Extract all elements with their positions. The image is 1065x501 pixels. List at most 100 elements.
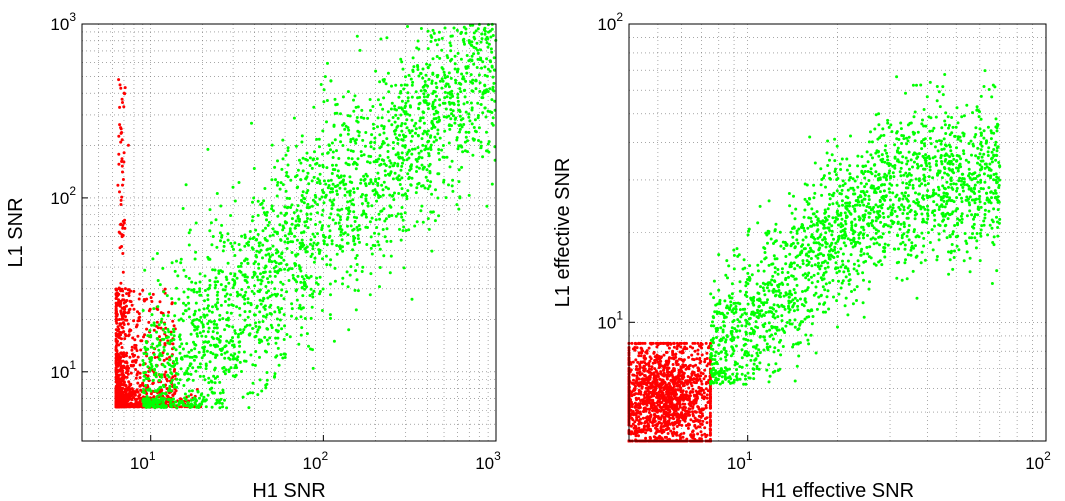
scatter-point-series-1 bbox=[164, 370, 168, 374]
scatter-point-series-2 bbox=[232, 343, 236, 347]
scatter-point-series-1 bbox=[662, 353, 666, 357]
scatter-point-series-2 bbox=[202, 307, 206, 311]
scatter-point-series-2 bbox=[487, 42, 491, 46]
scatter-point-series-2 bbox=[270, 280, 274, 284]
scatter-point-series-2 bbox=[243, 233, 247, 237]
scatter-point-series-1 bbox=[670, 405, 674, 408]
scatter-point-series-2 bbox=[222, 370, 226, 374]
scatter-point-series-2 bbox=[213, 319, 216, 323]
scatter-point-series-2 bbox=[163, 322, 167, 326]
scatter-point-series-2 bbox=[142, 374, 146, 378]
scatter-point-series-1 bbox=[123, 405, 127, 409]
scatter-point-series-2 bbox=[264, 386, 268, 390]
scatter-point-series-2 bbox=[177, 381, 181, 385]
scatter-point-series-2 bbox=[405, 118, 409, 122]
scatter-point-series-1 bbox=[655, 371, 659, 374]
scatter-point-series-2 bbox=[215, 331, 219, 335]
scatter-point-series-2 bbox=[372, 147, 376, 151]
scatter-point-series-2 bbox=[416, 182, 420, 186]
scatter-point-series-2 bbox=[360, 202, 364, 206]
scatter-point-series-1 bbox=[119, 359, 123, 363]
scatter-point-series-1 bbox=[656, 360, 660, 364]
scatter-point-series-2 bbox=[374, 218, 378, 222]
scatter-point-series-1 bbox=[124, 366, 128, 370]
scatter-point-series-1 bbox=[684, 367, 688, 371]
scatter-point-series-2 bbox=[221, 405, 225, 409]
scatter-point-series-2 bbox=[313, 150, 316, 154]
scatter-point-series-2 bbox=[415, 186, 419, 190]
scatter-point-series-1 bbox=[172, 369, 176, 373]
scatter-point-series-2 bbox=[316, 177, 320, 181]
scatter-point-series-1 bbox=[122, 390, 125, 394]
scatter-point-series-2 bbox=[448, 165, 452, 169]
scatter-point-series-2 bbox=[449, 108, 453, 112]
scatter-point-series-1 bbox=[130, 391, 134, 395]
scatter-point-series-2 bbox=[253, 271, 257, 275]
scatter-point-series-2 bbox=[276, 329, 280, 333]
scatter-point-series-2 bbox=[300, 140, 304, 144]
scatter-point-series-2 bbox=[269, 303, 273, 307]
scatter-point-series-2 bbox=[410, 163, 413, 167]
scatter-point-series-2 bbox=[150, 364, 154, 368]
scatter-point-series-2 bbox=[368, 161, 372, 165]
scatter-point-series-2 bbox=[267, 252, 271, 256]
scatter-point-series-1 bbox=[670, 432, 674, 435]
scatter-point-series-1 bbox=[631, 411, 634, 415]
scatter-point-series-2 bbox=[371, 189, 375, 193]
scatter-point-series-1 bbox=[149, 296, 153, 300]
scatter-point-series-2 bbox=[374, 179, 377, 183]
scatter-point-series-2 bbox=[231, 354, 235, 358]
scatter-point-series-2 bbox=[198, 318, 201, 322]
scatter-point-series-2 bbox=[288, 335, 292, 339]
scatter-point-series-2 bbox=[244, 279, 248, 283]
scatter-point-series-2 bbox=[396, 162, 400, 166]
scatter-point-series-2 bbox=[151, 379, 155, 382]
scatter-point-series-2 bbox=[153, 406, 157, 410]
scatter-point-series-2 bbox=[398, 227, 401, 231]
scatter-point-series-1 bbox=[698, 361, 702, 365]
scatter-point-series-2 bbox=[142, 378, 146, 382]
scatter-point-series-1 bbox=[702, 391, 706, 395]
scatter-point-series-1 bbox=[122, 330, 126, 334]
scatter-point-series-2 bbox=[308, 294, 312, 297]
scatter-point-series-2 bbox=[481, 111, 485, 115]
scatter-point-series-2 bbox=[468, 119, 472, 123]
scatter-point-series-2 bbox=[154, 363, 158, 367]
scatter-point-series-2 bbox=[422, 95, 426, 99]
scatter-point-series-1 bbox=[675, 359, 679, 363]
scatter-point-series-2 bbox=[215, 326, 219, 330]
scatter-point-series-2 bbox=[165, 294, 169, 298]
scatter-point-series-1 bbox=[164, 326, 168, 330]
scatter-point-series-2 bbox=[346, 285, 350, 289]
scatter-point-series-2 bbox=[376, 116, 380, 120]
scatter-point-series-2 bbox=[341, 144, 345, 147]
scatter-point-series-2 bbox=[156, 305, 160, 309]
scatter-point-series-2 bbox=[299, 209, 303, 213]
scatter-point-series-2 bbox=[407, 73, 411, 77]
scatter-point-series-2 bbox=[379, 103, 382, 107]
scatter-point-series-2 bbox=[210, 405, 214, 409]
scatter-point-series-2 bbox=[381, 107, 385, 111]
scatter-point-series-1 bbox=[691, 436, 695, 440]
scatter-point-series-2 bbox=[290, 251, 294, 254]
scatter-point-series-2 bbox=[259, 203, 263, 206]
scatter-point-series-1 bbox=[130, 303, 134, 307]
scatter-point-series-2 bbox=[349, 138, 353, 141]
scatter-point-series-2 bbox=[471, 153, 475, 157]
scatter-point-series-2 bbox=[203, 299, 206, 303]
scatter-point-series-2 bbox=[360, 270, 364, 273]
scatter-point-series-2 bbox=[352, 227, 356, 231]
scatter-point-series-2 bbox=[470, 44, 474, 47]
scatter-point-series-2 bbox=[290, 203, 294, 207]
scatter-point-series-2 bbox=[277, 269, 281, 273]
scatter-point-series-2 bbox=[348, 175, 352, 179]
scatter-point-series-2 bbox=[428, 171, 432, 175]
scatter-point-series-2 bbox=[435, 138, 438, 142]
scatter-point-series-2 bbox=[273, 372, 277, 376]
scatter-point-series-2 bbox=[184, 303, 188, 307]
scatter-point-series-2 bbox=[222, 244, 226, 248]
scatter-point-series-2 bbox=[254, 228, 258, 232]
scatter-point-series-2 bbox=[173, 269, 177, 273]
scatter-point-series-2 bbox=[214, 283, 218, 287]
scatter-point-series-2 bbox=[465, 54, 469, 57]
